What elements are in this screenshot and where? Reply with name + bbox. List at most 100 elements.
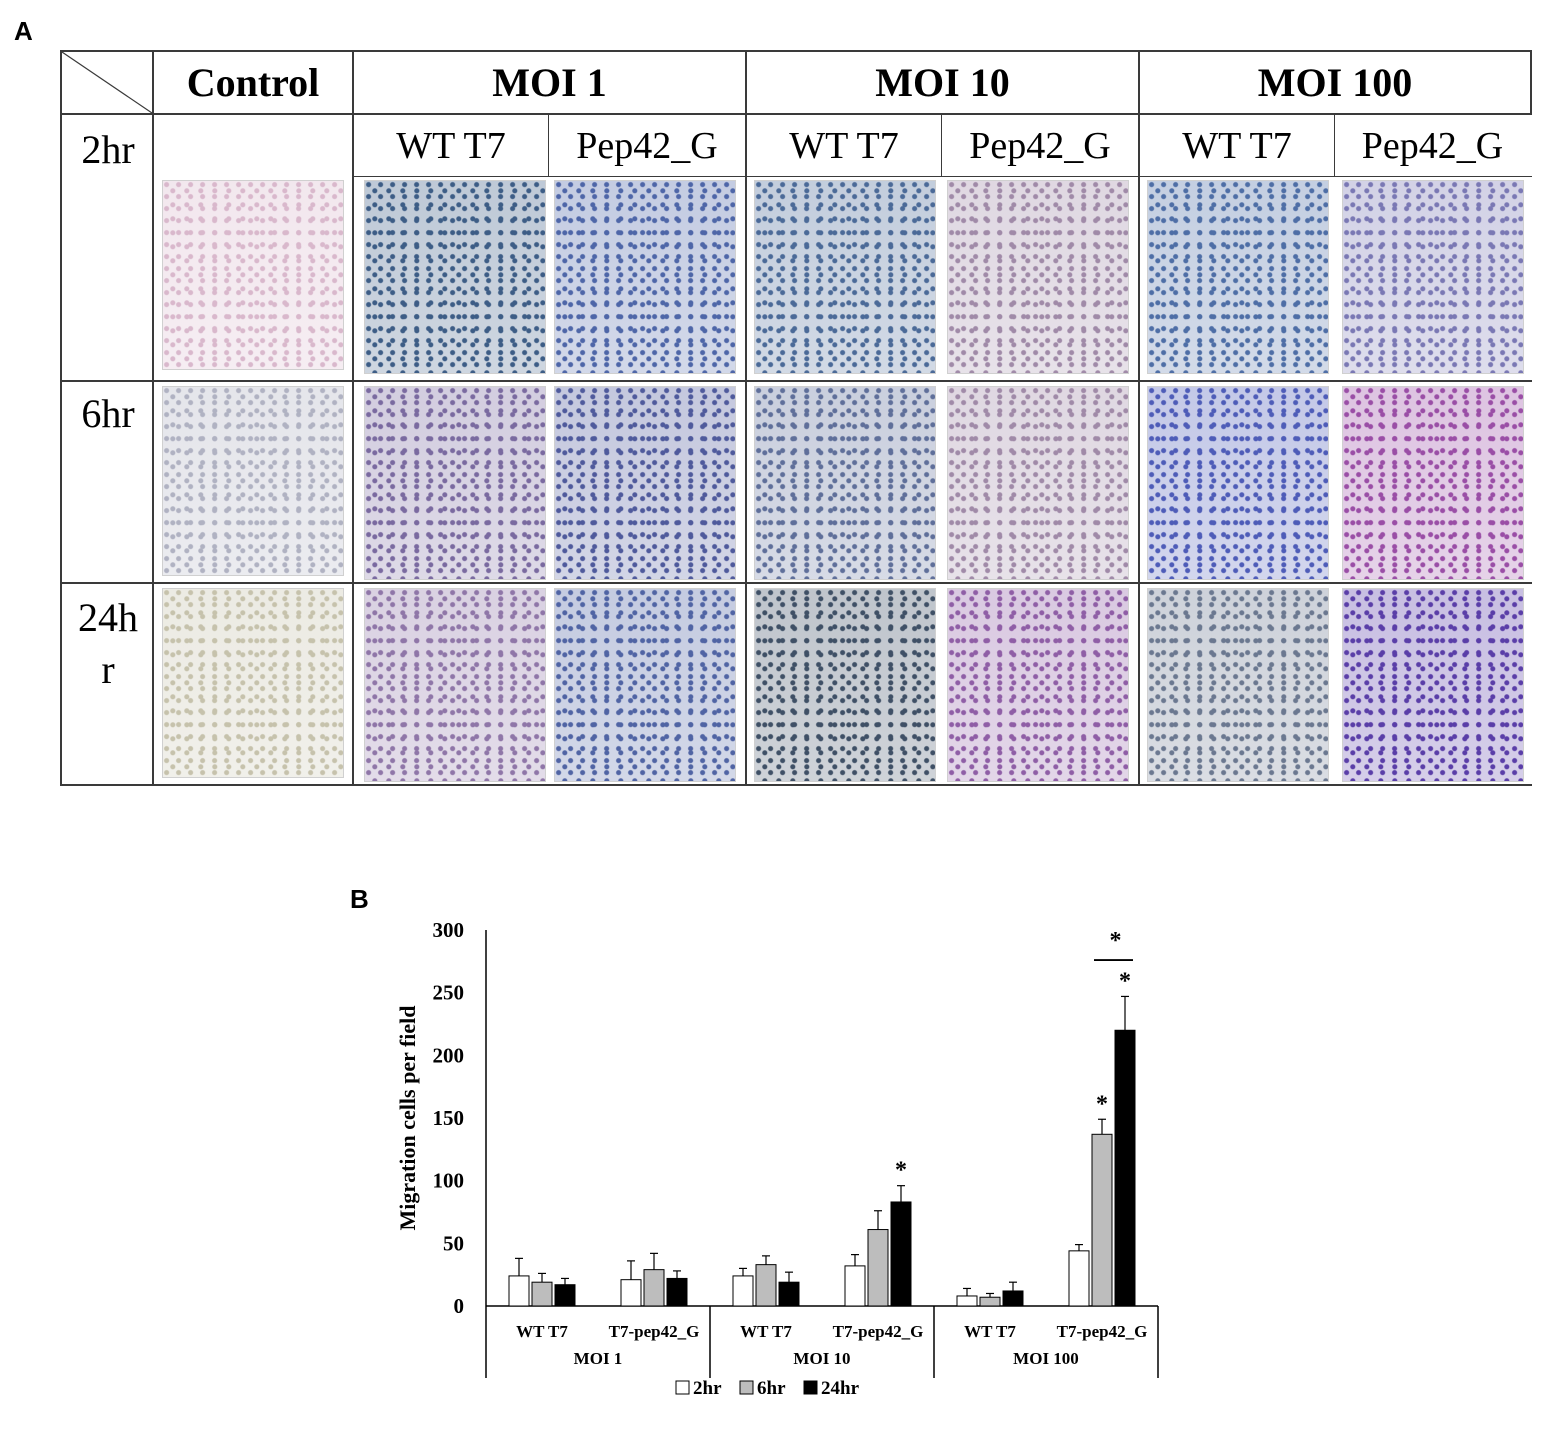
panel-b-label: B [350, 884, 369, 914]
table-row-divider-1 [60, 380, 1532, 382]
micrograph-24hr-moi100-pep42 [1342, 588, 1524, 782]
bar-6hr [867, 1229, 889, 1307]
panel-a-label: A [14, 16, 33, 46]
y-tick-label: 200 [433, 1043, 465, 1067]
header-moi-100: MOI 100 [1257, 60, 1413, 105]
bar-24hr [666, 1277, 688, 1307]
subheader-moi1-pep42: Pep42_G [576, 124, 718, 167]
row-label-6hr: 6hr [81, 391, 135, 436]
table-col-divider-4 [1138, 50, 1140, 786]
significance-mark: * [1119, 968, 1131, 994]
micrograph-2hr-moi10-pep42 [947, 180, 1129, 374]
y-tick-label: 100 [433, 1169, 465, 1193]
table-border-right [1530, 50, 1532, 113]
subheader-moi10-wt: WT T7 [789, 124, 899, 167]
micrograph-2hr-moi100-pep42 [1342, 180, 1524, 374]
legend-label-6hr: 6hr [757, 1378, 786, 1399]
bar-6hr [1091, 1133, 1113, 1307]
bar-2hr [732, 1275, 754, 1307]
micrograph-24hr-moi10-wt [754, 588, 936, 782]
x-tick-label: WT T7 [740, 1322, 792, 1341]
micrograph-6hr-moi100-wt [1147, 386, 1329, 580]
bar-2hr [844, 1265, 866, 1307]
table-col-divider-1 [152, 50, 154, 786]
micrograph-2hr-moi1-wt [364, 180, 546, 374]
table-col-divider-3 [745, 50, 747, 786]
sub-divider-2 [941, 115, 942, 177]
row-label-24hr: 24h r [78, 595, 138, 692]
legend-label-24hr: 24hr [821, 1378, 860, 1399]
micrograph-6hr-moi1-wt [364, 386, 546, 580]
x-tick-label: WT T7 [964, 1322, 1016, 1341]
bar-24hr [1002, 1290, 1024, 1307]
bar-24hr [554, 1284, 576, 1307]
micrograph-24hr-moi100-wt [1147, 588, 1329, 782]
bar-6hr [643, 1269, 665, 1307]
micrograph-24hr-moi10-pep42 [947, 588, 1129, 782]
bar-6hr [531, 1281, 553, 1307]
sub-divider-3 [1334, 115, 1335, 177]
micrograph-6hr-moi10-wt [754, 386, 936, 580]
bar-24hr [1114, 1029, 1136, 1307]
bar-6hr [979, 1296, 1001, 1307]
corner-diagonal [61, 51, 153, 114]
y-tick-label: 150 [433, 1106, 465, 1130]
bar-2hr [508, 1275, 530, 1307]
table-col-divider-2 [352, 50, 354, 786]
header-moi-1: MOI 1 [492, 60, 607, 105]
bar-2hr [1068, 1250, 1090, 1307]
table-border-left [60, 50, 62, 786]
significance-mark: * [1096, 1091, 1108, 1117]
bar-2hr [956, 1295, 978, 1307]
legend-swatch-6hr [739, 1380, 754, 1395]
sub-divider-1 [548, 115, 549, 177]
y-axis-title: Migration cells per field [395, 1005, 420, 1230]
y-tick-label: 50 [443, 1231, 464, 1255]
x-tick-label: T7-pep42_G [609, 1322, 700, 1341]
micrograph-6hr-moi100-pep42 [1342, 386, 1524, 580]
migration-image-table: Control MOI 1 MOI 10 MOI 100 WT T7 Pep42… [60, 50, 1532, 786]
subheader-moi10-pep42: Pep42_G [969, 124, 1111, 167]
table-header-divider [60, 113, 1532, 115]
micrograph-24hr-control [162, 588, 344, 778]
micrograph-2hr-control [162, 180, 344, 370]
chart-axes [485, 930, 1159, 1378]
significance-mark: * [895, 1158, 907, 1184]
header-moi-10: MOI 10 [875, 60, 1010, 105]
chart-bars [508, 995, 1136, 1307]
micrograph-2hr-moi10-wt [754, 180, 936, 374]
x-tick-label: WT T7 [516, 1322, 568, 1341]
migration-bar-chart: 0 50 100 150 200 250 300 Migration cells per fi… [395, 918, 1159, 1399]
subheader-moi1-wt: WT T7 [396, 124, 506, 167]
header-control: Control [186, 60, 320, 105]
micrograph-24hr-moi1-pep42 [554, 588, 736, 782]
micrograph-6hr-moi1-pep42 [554, 386, 736, 580]
table-row-divider-2 [60, 582, 1532, 584]
x-tick-label: T7-pep42_G [833, 1322, 924, 1341]
chart-labels: 0 50 100 150 200 250 300 Migration cells per fi… [395, 918, 1147, 1399]
table-border-bottom [60, 784, 1532, 786]
group-label: MOI 10 [793, 1349, 850, 1368]
bar-24hr [778, 1281, 800, 1307]
subheader-moi100-pep42: Pep42_G [1361, 124, 1504, 167]
table-border-top [60, 50, 1532, 52]
subheader-moi100-wt: WT T7 [1182, 124, 1292, 167]
bar-24hr [890, 1201, 912, 1307]
y-tick-label: 250 [433, 981, 465, 1005]
bar-6hr [755, 1264, 777, 1307]
micrograph-6hr-control [162, 386, 344, 576]
y-tick-label: 300 [433, 918, 465, 942]
micrograph-2hr-moi100-wt [1147, 180, 1329, 374]
legend-swatch-2hr [675, 1380, 690, 1395]
row-label-2hr: 2hr [81, 127, 135, 172]
group-label: MOI 1 [574, 1349, 623, 1368]
legend-swatch-24hr [803, 1380, 818, 1395]
micrograph-24hr-moi1-wt [364, 588, 546, 782]
micrograph-2hr-moi1-pep42 [554, 180, 736, 374]
y-tick-label: 0 [454, 1294, 465, 1318]
legend-label-2hr: 2hr [693, 1378, 722, 1399]
bar-2hr [620, 1279, 642, 1307]
group-label: MOI 100 [1013, 1349, 1079, 1368]
significance-mark: * [1110, 928, 1122, 954]
micrograph-6hr-moi10-pep42 [947, 386, 1129, 580]
